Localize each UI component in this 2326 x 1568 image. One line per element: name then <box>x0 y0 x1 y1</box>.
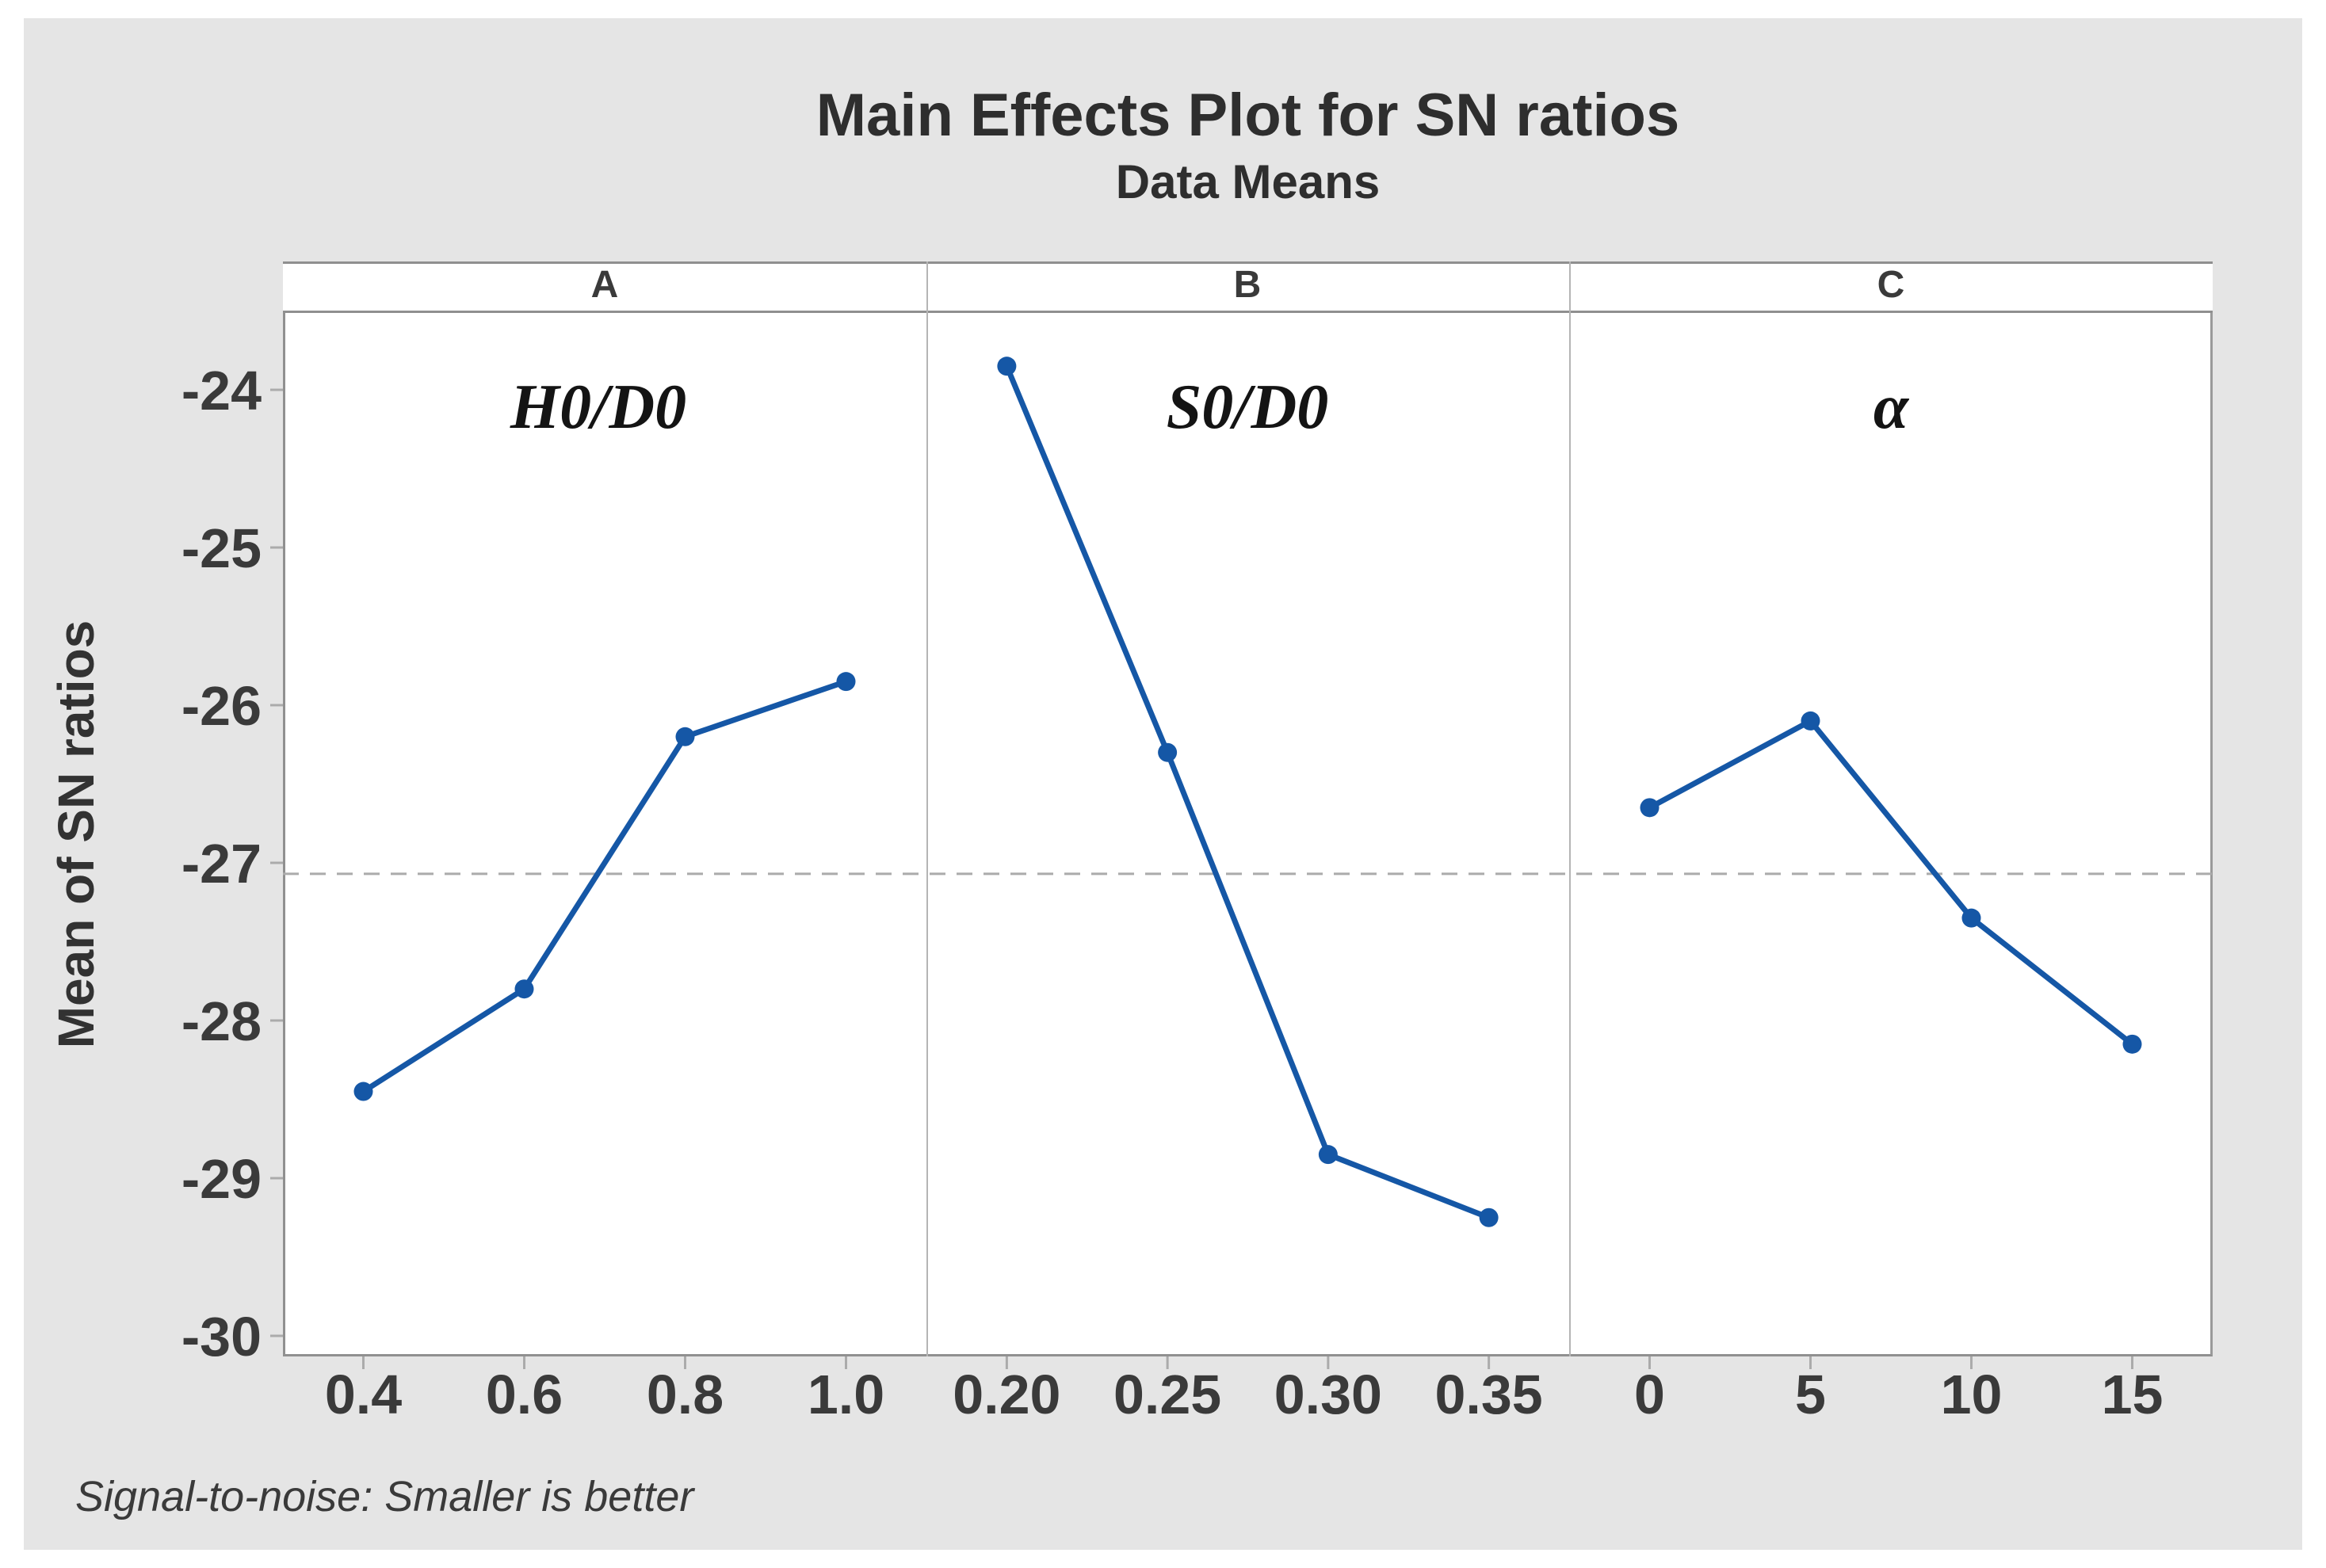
factor-label-h0d0: H0/D0 <box>510 372 687 442</box>
footer-note: Signal-to-noise: Smaller is better <box>75 1473 694 1520</box>
panel-divider-ab <box>926 261 928 1356</box>
factor-label-s0d0: S0/D0 <box>1166 372 1329 442</box>
chart-subtitle: Data Means <box>1115 155 1381 208</box>
factor-label-alpha: α <box>1873 372 1909 442</box>
panel-header-c: C <box>1877 264 1905 306</box>
panel-header-band <box>283 261 2213 313</box>
y-axis-title: Mean of SN ratios <box>48 620 105 1049</box>
plot-area <box>283 313 2213 1356</box>
panel-divider-bc <box>1569 261 1571 1356</box>
chart-title: Main Effects Plot for SN ratios <box>815 82 1680 149</box>
panel-header-a: A <box>590 264 619 306</box>
panel-header-b: B <box>1233 264 1262 306</box>
